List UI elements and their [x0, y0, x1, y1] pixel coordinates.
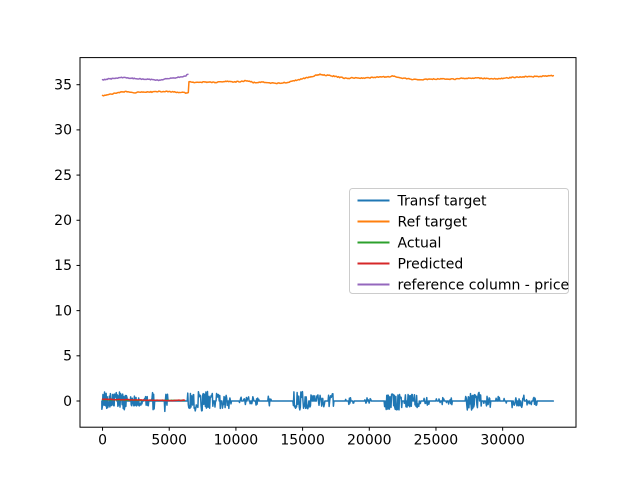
legend-label: Transf target: [397, 193, 487, 209]
y-tick-label: 5: [63, 349, 72, 365]
axes-frame: [79, 57, 577, 428]
legend-item: Transf target: [357, 193, 487, 209]
series-line-reference-column-price: [101, 73, 189, 82]
x-tick-label: 25000: [414, 433, 459, 449]
legend-label: Actual: [398, 235, 442, 251]
x-tick-label: 5000: [151, 433, 187, 449]
y-tick-label: 30: [54, 123, 72, 139]
x-tick-label: 20000: [347, 433, 392, 449]
series-line-predicted: [101, 398, 186, 402]
legend-box: [349, 188, 569, 294]
y-tick-label: 10: [54, 303, 72, 319]
y-tick-label: 35: [54, 78, 72, 94]
x-tick-label: 15000: [280, 433, 325, 449]
legend-item: reference column - price: [357, 277, 570, 293]
y-tick-label: 25: [54, 168, 72, 184]
legend-item: Predicted: [357, 256, 464, 272]
y-tick-label: 0: [63, 394, 72, 410]
series-line-ref-target: [101, 73, 555, 97]
y-tick-label: 15: [54, 258, 72, 274]
x-tick-label: 0: [98, 433, 107, 449]
series-group: [101, 73, 555, 413]
axis-ticks: 0 5000 10000 15000 20000 25000 30000 0 5 10 15 20 25…: [54, 78, 525, 449]
legend-label: reference column - price: [398, 277, 570, 293]
x-tick-label: 30000: [480, 433, 525, 449]
legend-item: Ref target: [357, 214, 468, 230]
x-tick-label: 10000: [214, 433, 259, 449]
y-tick-label: 20: [54, 213, 72, 229]
legend: Transf target Ref target Actual Predicted re…: [349, 188, 570, 294]
legend-label: Ref target: [398, 214, 468, 230]
legend-label: Predicted: [398, 256, 464, 272]
legend-item: Actual: [357, 235, 442, 251]
